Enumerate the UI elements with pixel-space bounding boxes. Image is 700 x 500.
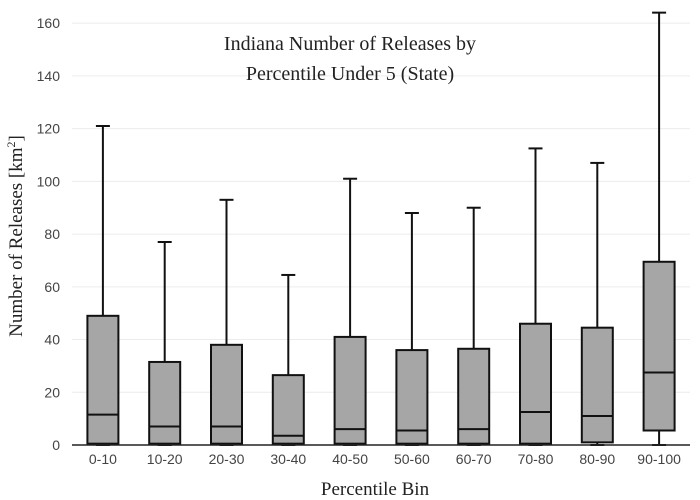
y-axis-title: Number of Releases [km2] xyxy=(4,135,27,337)
x-tick-label: 20-30 xyxy=(209,451,245,467)
x-tick-label: 10-20 xyxy=(147,451,183,467)
iqr-box xyxy=(86,314,120,445)
iqr-box xyxy=(333,335,367,445)
box-40-50 xyxy=(333,177,367,446)
box-80-90 xyxy=(580,161,614,446)
iqr-box xyxy=(148,360,182,445)
y-tick-label: 40 xyxy=(44,332,60,348)
box-10-20 xyxy=(148,241,182,446)
x-tick-label: 90-100 xyxy=(637,451,681,467)
tick-labels: 0 20 40 60 80 100 120 140 160 0-10 10-20 20-30 30-40… xyxy=(37,15,681,467)
iqr-box xyxy=(210,343,243,445)
iqr-box xyxy=(642,260,676,432)
y-tick-label: 160 xyxy=(37,15,61,31)
y-axis-title-close: ] xyxy=(6,135,27,141)
box-30-40 xyxy=(271,273,305,446)
iqr-box xyxy=(580,326,614,444)
box-90-100 xyxy=(642,11,676,446)
x-tick-label: 70-80 xyxy=(518,451,554,467)
boxes xyxy=(86,11,676,446)
box-50-60 xyxy=(395,212,429,446)
x-axis-title: Percentile Bin xyxy=(321,479,430,500)
y-tick-label: 140 xyxy=(37,68,61,84)
iqr-box xyxy=(457,347,491,445)
x-tick-label: 60-70 xyxy=(456,451,492,467)
chart-title-line-1: Indiana Number of Releases by xyxy=(224,33,476,55)
gridlines xyxy=(72,22,690,393)
y-tick-label: 100 xyxy=(37,173,61,189)
x-tick-label: 80-90 xyxy=(579,451,615,467)
x-tick-label: 40-50 xyxy=(332,451,368,467)
iqr-box xyxy=(395,349,429,445)
y-tick-label: 60 xyxy=(44,279,60,295)
y-axis-title-main: Number of Releases [km xyxy=(6,147,27,337)
x-tick-label: 0-10 xyxy=(89,451,117,467)
box-60-70 xyxy=(457,206,491,446)
box-20-30 xyxy=(210,198,243,446)
y-tick-label: 0 xyxy=(52,437,60,453)
x-tick-label: 50-60 xyxy=(394,451,430,467)
iqr-box xyxy=(519,322,552,445)
y-axis-title-superscript: 2 xyxy=(4,141,18,147)
y-tick-label: 80 xyxy=(44,226,60,242)
x-tick-label: 30-40 xyxy=(270,451,306,467)
iqr-box xyxy=(271,374,305,445)
y-tick-label: 20 xyxy=(44,384,60,400)
box-70-80 xyxy=(519,147,552,446)
box-0-10 xyxy=(86,125,120,446)
chart-title-line-2: Percentile Under 5 (State) xyxy=(246,63,454,85)
y-tick-label: 120 xyxy=(37,121,61,137)
